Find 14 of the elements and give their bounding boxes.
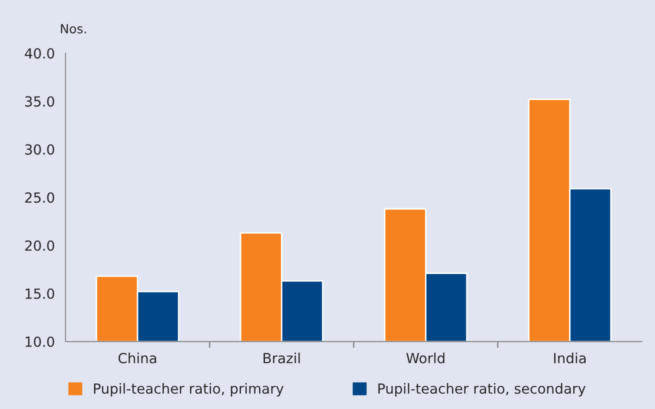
- x-tick-label: World: [406, 352, 444, 364]
- y-tick-label: 15.0: [26, 288, 54, 299]
- y-tick-label: 40.0: [24, 48, 54, 59]
- x-tick-label: India: [554, 352, 586, 364]
- y-tick-label: 20.0: [25, 240, 54, 251]
- y-tick-label: 25.0: [25, 192, 54, 203]
- y-axis-title: Nos.: [60, 24, 86, 34]
- y-tick-label: 10.0: [26, 336, 54, 347]
- x-tick-label: China: [118, 352, 156, 364]
- legend-label: Pupil-teacher ratio, primary: [94, 383, 284, 396]
- x-tick-label: Brazil: [264, 352, 300, 364]
- legend-label: Pupil-teacher ratio, secondary: [378, 383, 586, 396]
- y-tick-label: 35.0: [25, 96, 54, 107]
- y-tick-label: 30.0: [25, 144, 54, 155]
